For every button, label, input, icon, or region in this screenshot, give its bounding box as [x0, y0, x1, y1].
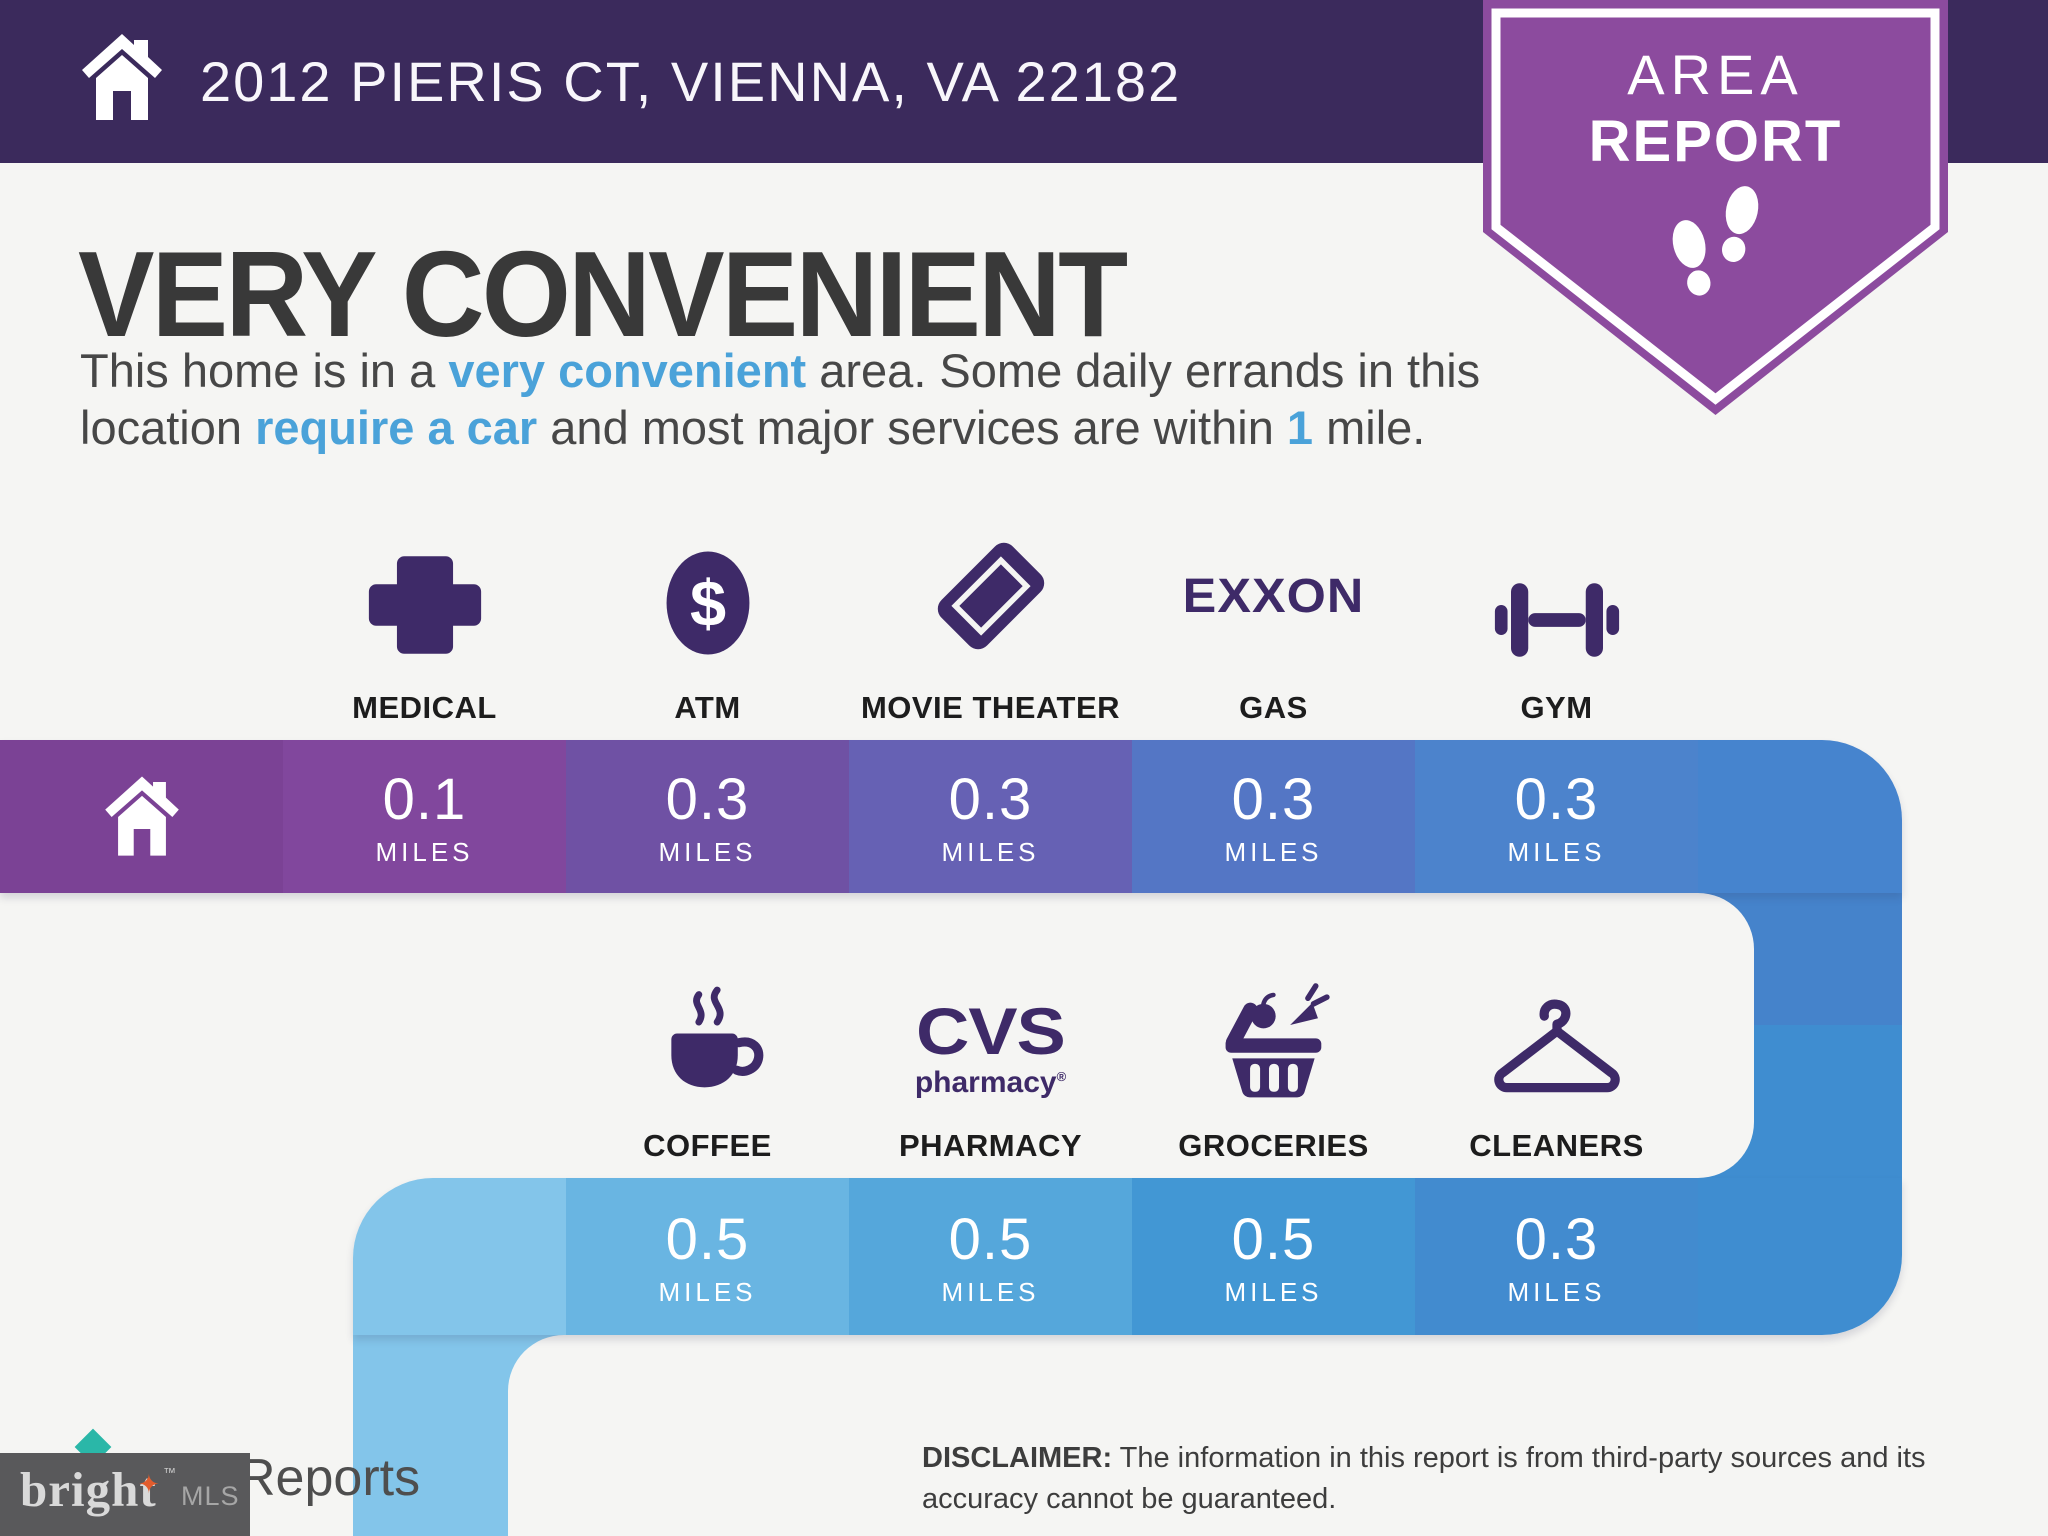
- amenity-medical: MEDICAL: [283, 516, 566, 726]
- intro-line-1: This home is in a very convenient area. …: [80, 344, 1481, 397]
- amenity-pharmacy: CVS pharmacy® PHARMACY: [849, 954, 1132, 1164]
- distance-bar-row2: 0.5 MILES 0.5 MILES 0.5 MILES 0.3 MILES: [353, 1178, 1902, 1335]
- amenity-icon-row-2: COFFEE CVS pharmacy® PHARMACY: [566, 954, 1698, 1164]
- page-title: VERY CONVENIENT: [78, 226, 1128, 362]
- atm-dollar-icon: $: [666, 551, 749, 655]
- amenity-label: MEDICAL: [352, 690, 497, 725]
- distance-cell-pharmacy: 0.5 MILES: [849, 1178, 1132, 1335]
- distance-cell-medical: 0.1 MILES: [283, 740, 566, 893]
- cvs-pharmacy-logo: CVS pharmacy®: [914, 994, 1067, 1099]
- property-address: 2012 PIERIS CT, VIENNA, VA 22182: [200, 50, 1182, 113]
- badge-title-line1: AREA: [1627, 43, 1804, 106]
- amenity-movie-theater: MOVIE THEATER: [849, 516, 1132, 726]
- amenity-label: MOVIE THEATER: [860, 690, 1121, 725]
- highlight-very-convenient: very convenient: [448, 344, 807, 397]
- highlight-require-a-car: require a car: [255, 401, 538, 454]
- amenity-icon-row-1: MEDICAL $ ATM MOVIE THEATER EXXON GAS: [283, 516, 1698, 726]
- hanger-icon: [1493, 999, 1620, 1093]
- middle-white-panel: [0, 893, 1754, 1178]
- amenity-label: GROCERIES: [1178, 1128, 1369, 1163]
- amenity-label: GYM: [1520, 690, 1593, 725]
- home-origin-cell: [0, 740, 283, 893]
- amenity-label: PHARMACY: [898, 1128, 1083, 1163]
- distance-cell-cleaners: 0.3 MILES: [1415, 1178, 1698, 1335]
- intro-line-2: location require a car and most major se…: [80, 401, 1426, 454]
- amenity-label: ATM: [674, 690, 741, 725]
- distance-cell-atm: 0.3 MILES: [566, 740, 849, 893]
- badge-title-line2: REPORT: [1588, 109, 1843, 174]
- home-icon: [82, 34, 162, 120]
- dumbbell-icon: [1494, 583, 1619, 657]
- star-icon: ✦: [138, 1469, 160, 1499]
- bar2-turn-segment: [353, 1178, 566, 1335]
- wrap-band-left: [353, 1335, 508, 1536]
- amenity-label: GAS: [1239, 690, 1308, 725]
- disclaimer-text: DISCLAIMER: The information in this repo…: [922, 1442, 1926, 1515]
- area-report-badge: [1483, 0, 1948, 415]
- footprints-icon: [1672, 186, 1759, 296]
- distance-cell-movie-theater: 0.3 MILES: [849, 740, 1132, 893]
- bar2-wrap-segment: [1698, 1178, 1902, 1335]
- amenity-cleaners: CLEANERS: [1415, 954, 1698, 1164]
- highlight-one-mile: 1: [1286, 401, 1314, 454]
- trademark-symbol: ™: [163, 1465, 176, 1480]
- svg-text:$: $: [689, 566, 725, 639]
- brand-name: bright: [20, 1462, 157, 1517]
- grocery-basket-icon: [1225, 983, 1330, 1098]
- intro-paragraph: This home is in a very convenient area. …: [80, 342, 1480, 456]
- exxon-logo: EXXON: [1182, 570, 1365, 623]
- amenity-label: CLEANERS: [1469, 1128, 1644, 1163]
- bar1-wrap-segment: [1698, 740, 1902, 893]
- watermark-reports: Reports: [238, 1449, 421, 1507]
- distance-bar-row1: 0.1 MILES 0.3 MILES 0.3 MILES 0.3 MILES …: [0, 740, 1902, 893]
- amenity-label: COFFEE: [643, 1128, 772, 1163]
- distance-cell-coffee: 0.5 MILES: [566, 1178, 849, 1335]
- ticket-icon: [937, 542, 1044, 650]
- distance-cell-gym: 0.3 MILES: [1415, 740, 1698, 893]
- amenity-gas: EXXON GAS: [1132, 516, 1415, 726]
- medical-cross-icon: [368, 556, 481, 654]
- amenity-coffee: COFFEE: [566, 954, 849, 1164]
- amenity-atm: $ ATM: [566, 516, 849, 726]
- coffee-cup-icon: [670, 986, 763, 1088]
- bright-mls-logo: bright ✦ ™ MLS: [0, 1453, 250, 1536]
- amenity-gym: GYM: [1415, 516, 1698, 726]
- bottom-white-panel: [508, 1335, 2048, 1536]
- distance-cell-groceries: 0.5 MILES: [1132, 1178, 1415, 1335]
- distance-cell-gas: 0.3 MILES: [1132, 740, 1415, 893]
- brand-suffix: MLS: [181, 1481, 240, 1511]
- amenity-groceries: GROCERIES: [1132, 954, 1415, 1164]
- home-icon: [104, 776, 179, 856]
